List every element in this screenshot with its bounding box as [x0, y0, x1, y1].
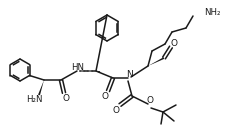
- Text: HN: HN: [71, 63, 84, 71]
- Text: O: O: [170, 39, 177, 48]
- Text: N: N: [126, 70, 133, 79]
- Text: O: O: [101, 91, 108, 100]
- Text: H₂N: H₂N: [26, 95, 42, 104]
- Polygon shape: [38, 80, 44, 95]
- Polygon shape: [147, 57, 164, 66]
- Text: NH₂: NH₂: [203, 8, 220, 17]
- Text: O: O: [146, 95, 153, 105]
- Text: O: O: [62, 94, 69, 102]
- Text: O: O: [112, 106, 119, 115]
- Polygon shape: [96, 71, 100, 73]
